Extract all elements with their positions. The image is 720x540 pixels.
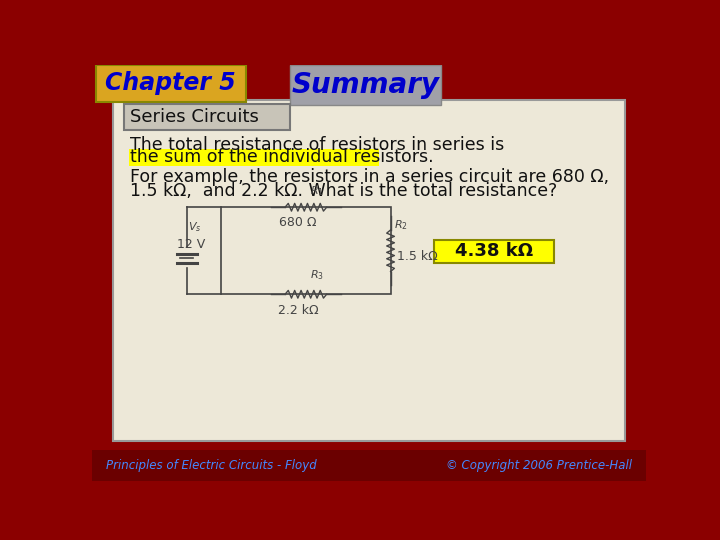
Bar: [124, 104, 289, 130]
Text: $R_2$: $R_2$: [395, 218, 408, 232]
Text: 1.5 kΩ,  and 2.2 kΩ. What is the total resistance?: 1.5 kΩ, and 2.2 kΩ. What is the total re…: [130, 182, 557, 200]
Text: © Copyright 2006 Prentice-Hall: © Copyright 2006 Prentice-Hall: [446, 458, 632, 472]
Text: $V_s$: $V_s$: [188, 220, 202, 234]
Bar: [434, 240, 554, 262]
Text: the sum of the individual resistors.: the sum of the individual resistors.: [130, 148, 434, 166]
Bar: [129, 148, 379, 166]
FancyBboxPatch shape: [113, 100, 625, 441]
FancyBboxPatch shape: [290, 65, 441, 105]
Bar: [92, 450, 647, 481]
Text: Chapter 5: Chapter 5: [105, 71, 235, 94]
Text: 680 Ω: 680 Ω: [279, 217, 317, 230]
Text: $R_3$: $R_3$: [310, 268, 324, 282]
Text: $R_1$: $R_1$: [310, 184, 324, 198]
FancyBboxPatch shape: [96, 65, 246, 102]
Text: 1.5 kΩ: 1.5 kΩ: [397, 251, 438, 264]
Bar: [221, 207, 390, 294]
Text: 4.38 kΩ: 4.38 kΩ: [454, 242, 533, 260]
Text: Principles of Electric Circuits - Floyd: Principles of Electric Circuits - Floyd: [106, 458, 316, 472]
Text: 2.2 kΩ: 2.2 kΩ: [278, 303, 318, 316]
Text: For example, the resistors in a series circuit are 680 Ω,: For example, the resistors in a series c…: [130, 168, 609, 186]
Text: 12 V: 12 V: [177, 238, 205, 251]
Text: Series Circuits: Series Circuits: [130, 108, 259, 126]
Text: Summary: Summary: [291, 71, 439, 99]
Text: The total resistance of resistors in series is: The total resistance of resistors in ser…: [130, 136, 505, 154]
